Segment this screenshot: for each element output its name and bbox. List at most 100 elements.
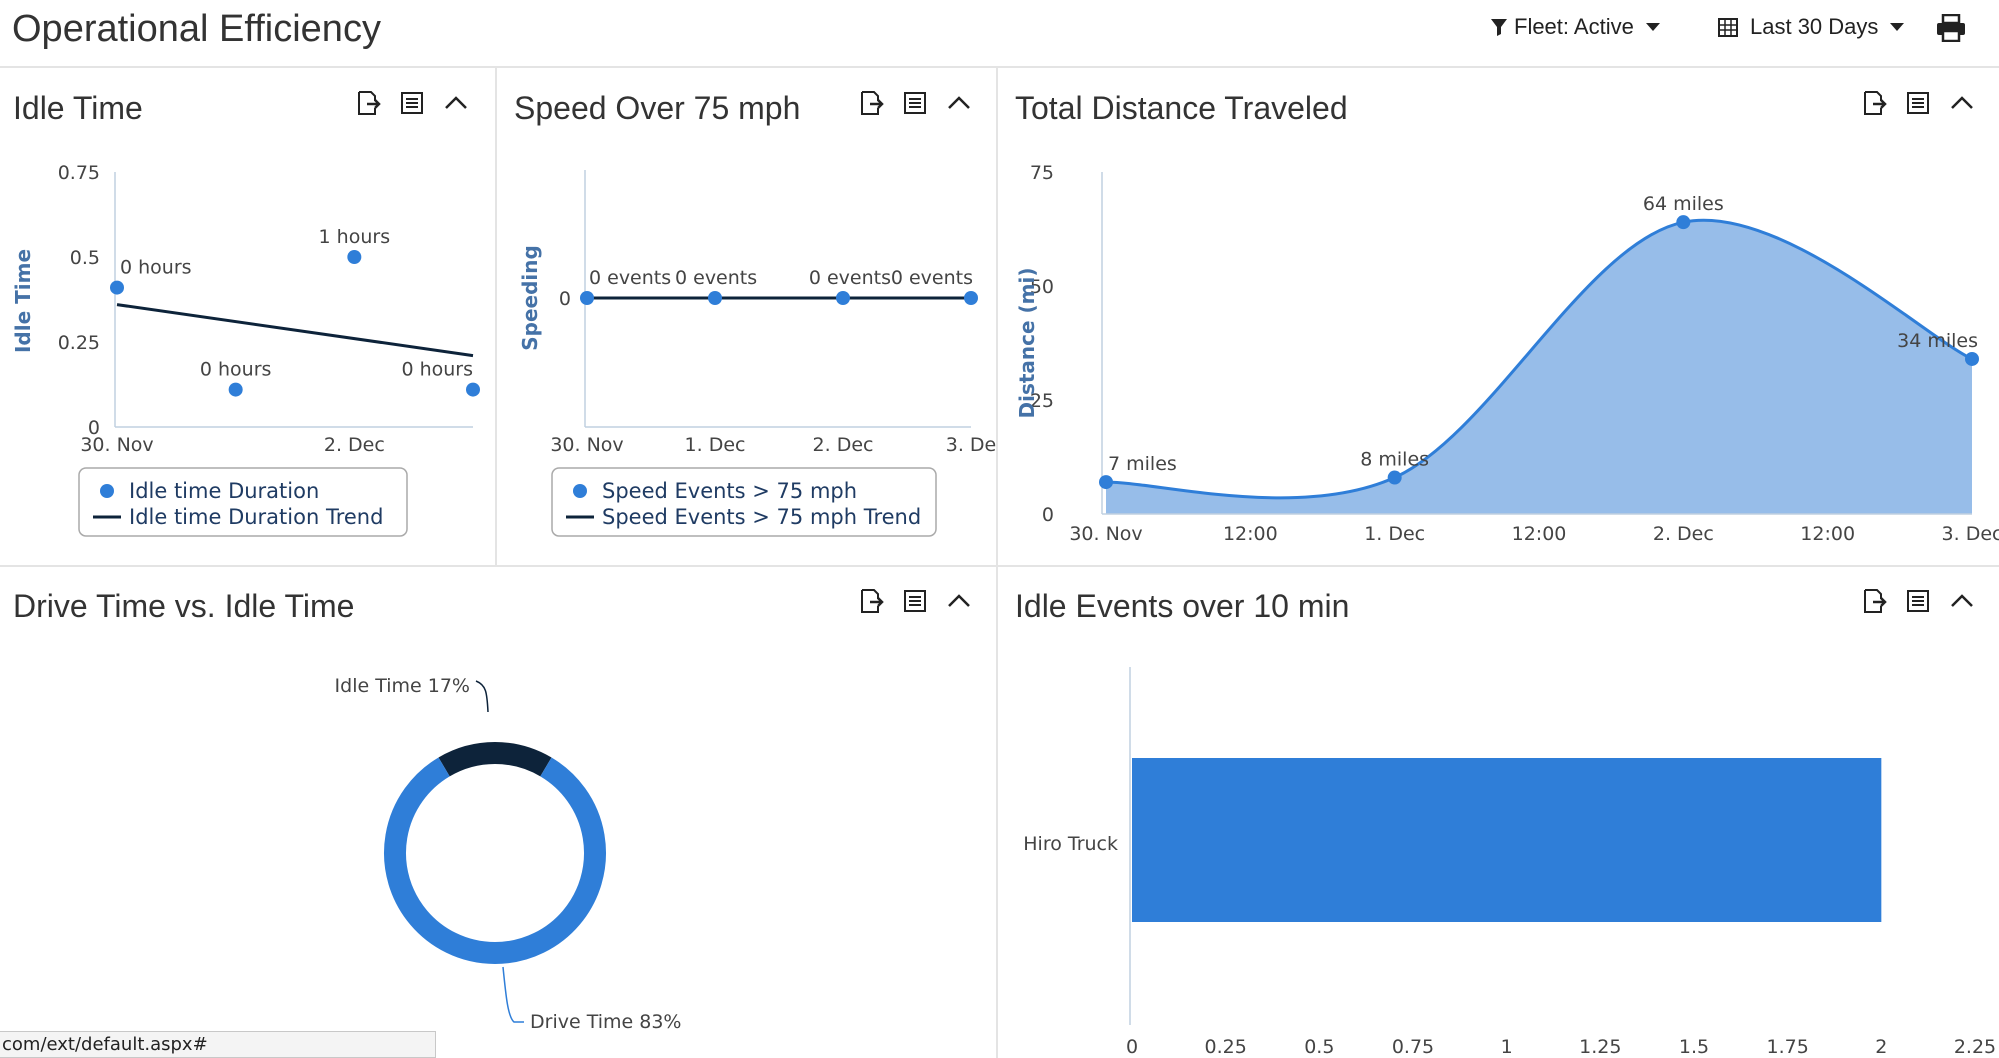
slice-connector xyxy=(475,680,489,713)
y-axis-title: Speeding xyxy=(518,245,542,351)
data-point xyxy=(228,382,243,397)
filter-icon xyxy=(1491,19,1507,36)
data-label: 0 events xyxy=(675,267,757,289)
panel-title: Drive Time vs. Idle Time xyxy=(13,588,355,624)
x-tick-label: 2. Dec xyxy=(813,434,874,456)
idle-time-panel: Idle Time 0 0.25 0.5 0.75 30. Nov 2. Dec Idle … xyxy=(0,68,495,565)
divider xyxy=(0,565,1999,567)
fleet-filter-dropdown[interactable]: Fleet: Active xyxy=(1490,14,1660,40)
y-axis-title: Idle Time xyxy=(11,249,35,353)
legend xyxy=(551,467,937,537)
idle-time-chart: 0 0.25 0.5 0.75 30. Nov 2. Dec Idle Time 0 hour… xyxy=(11,162,480,537)
data-label: 8 miles xyxy=(1360,449,1429,471)
legend-item-label: Speed Events > 75 mph Trend xyxy=(602,505,921,529)
list-icon[interactable] xyxy=(902,90,928,116)
data-point xyxy=(347,250,362,264)
y-axis-title: Distance (mi) xyxy=(1015,267,1039,418)
trend-line xyxy=(116,303,474,358)
y-tick-label: 50 xyxy=(1030,276,1054,298)
x-tick-label: 1.75 xyxy=(1767,1036,1809,1058)
list-icon[interactable] xyxy=(902,588,928,614)
slice-label: Drive Time 83% xyxy=(530,1011,681,1033)
donut-slice xyxy=(384,757,606,964)
export-icon[interactable] xyxy=(858,90,884,116)
export-icon[interactable] xyxy=(1861,90,1887,116)
panel-title: Idle Time xyxy=(13,90,143,126)
data-point xyxy=(1676,215,1691,230)
data-label: 64 miles xyxy=(1643,193,1724,215)
idle-events-panel: Idle Events over 10 min 0 0.25 0.5 0.75 1 1.2… xyxy=(998,567,1999,1058)
legend-dot-symbol xyxy=(100,484,114,498)
x-tick-label: 0 xyxy=(1126,1036,1138,1058)
calendar-icon xyxy=(1718,18,1738,37)
data-point xyxy=(1965,351,1979,366)
collapse-icon[interactable] xyxy=(1949,588,1975,614)
list-icon[interactable] xyxy=(399,90,425,116)
x-tick-label: 12:00 xyxy=(1800,523,1855,545)
data-label: 1 hours xyxy=(319,226,391,248)
slice-label: Idle Time 17% xyxy=(335,675,470,697)
x-tick-label: 0.5 xyxy=(1304,1036,1334,1058)
x-tick-label: 12:00 xyxy=(1223,523,1278,545)
x-tick-label: 1.5 xyxy=(1679,1036,1709,1058)
speed-panel: Speed Over 75 mph 0 30. Nov 1. Dec 2. Dec 3.… xyxy=(497,68,996,565)
x-tick-label: 30. Nov xyxy=(80,434,153,456)
y-tick-label: 75 xyxy=(1030,162,1054,184)
list-icon[interactable] xyxy=(1905,588,1931,614)
distance-panel: Total Distance Traveled 0 25 50 75 30. Nov 12… xyxy=(998,68,1999,565)
panel-title: Idle Events over 10 min xyxy=(1015,588,1350,624)
area-fill xyxy=(1106,220,1972,515)
category-label: Hiro Truck xyxy=(1023,833,1118,855)
print-icon[interactable] xyxy=(1936,14,1966,42)
legend-dot-symbol xyxy=(573,484,587,498)
chevron-down-icon xyxy=(1645,23,1660,31)
data-point xyxy=(1387,470,1402,485)
collapse-icon[interactable] xyxy=(443,90,469,116)
legend-item-label: Speed Events > 75 mph xyxy=(602,479,857,503)
x-tick-label: 2. Dec xyxy=(1653,523,1714,545)
legend-item-label: Idle time Duration Trend xyxy=(129,505,383,529)
x-tick-label: 1. Dec xyxy=(685,434,746,456)
top-bar: Operational Efficiency Fleet: Active Las… xyxy=(0,0,1999,68)
collapse-icon[interactable] xyxy=(1949,90,1975,116)
y-tick-label: 0.5 xyxy=(70,247,100,269)
date-range-dropdown[interactable]: Last 30 Days xyxy=(1718,14,1905,40)
data-point xyxy=(110,280,124,295)
data-label: 0 events xyxy=(589,267,671,289)
export-icon[interactable] xyxy=(1861,588,1887,614)
y-tick-label: 0 xyxy=(1042,504,1054,526)
drive-idle-panel: Drive Time vs. Idle Time Idle Time 17% Dr… xyxy=(0,567,996,1058)
y-tick-label: 25 xyxy=(1030,390,1054,412)
fleet-filter-label: Fleet: Active xyxy=(1514,14,1634,39)
export-icon[interactable] xyxy=(858,588,884,614)
data-label: 0 hours xyxy=(401,359,473,381)
data-label: 34 miles xyxy=(1897,330,1978,352)
data-point xyxy=(964,291,978,305)
y-tick-label: 0.75 xyxy=(58,162,100,184)
status-url: com/ext/default.aspx# xyxy=(0,1031,436,1058)
export-icon[interactable] xyxy=(355,90,381,116)
data-point xyxy=(836,291,850,305)
x-tick-label: 1 xyxy=(1501,1036,1513,1058)
x-tick-label: 3. Dec xyxy=(1942,523,1999,545)
x-tick-label: 12:00 xyxy=(1512,523,1567,545)
x-tick-label: 2 xyxy=(1875,1036,1887,1058)
collapse-icon[interactable] xyxy=(946,588,972,614)
donut-slice xyxy=(438,742,552,777)
y-tick-label: 0 xyxy=(88,417,100,439)
x-tick-label: 0.75 xyxy=(1392,1036,1434,1058)
bar xyxy=(1132,758,1882,922)
idle-events-chart: 0 0.25 0.5 0.75 1 1.25 1.5 1.75 2 2.25 Hiro Truck xyxy=(1023,667,1996,1058)
x-tick-label: 0.25 xyxy=(1205,1036,1247,1058)
data-point xyxy=(1099,475,1113,490)
collapse-icon[interactable] xyxy=(946,90,972,116)
y-tick-label: 0.25 xyxy=(58,332,100,354)
legend xyxy=(78,467,408,537)
x-tick-label: 2. Dec xyxy=(324,434,385,456)
distance-chart: 0 25 50 75 30. Nov 12:00 1. Dec 12:00 2. Dec 12:0… xyxy=(1015,162,1999,545)
slice-connector xyxy=(502,966,524,1023)
data-label: 0 hours xyxy=(120,257,192,279)
list-icon[interactable] xyxy=(1905,90,1931,116)
divider xyxy=(996,68,998,1058)
divider xyxy=(495,68,497,566)
